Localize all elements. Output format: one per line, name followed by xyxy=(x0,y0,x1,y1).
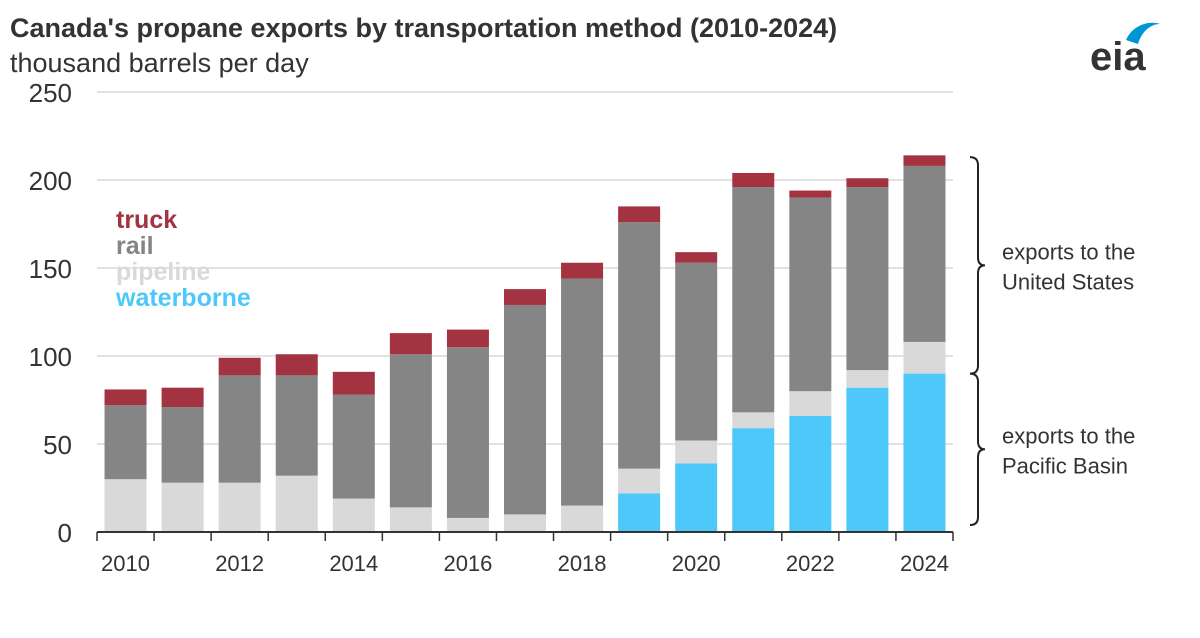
annotation-bracket xyxy=(969,156,986,375)
legend-truck: truck xyxy=(116,206,177,234)
bar-truck xyxy=(275,354,318,376)
annotation-label-line2: Pacific Basin xyxy=(1002,453,1128,478)
bar-waterborne xyxy=(675,463,718,532)
x-tick-label: 2020 xyxy=(672,551,721,576)
bar-rail xyxy=(104,405,147,480)
bar-truck xyxy=(846,178,889,188)
legend-rail: rail xyxy=(116,232,154,260)
bar-pipeline xyxy=(846,370,889,388)
bar-pipeline xyxy=(275,475,318,532)
x-tick-label: 2024 xyxy=(900,551,949,576)
bar-rail xyxy=(332,394,375,499)
bar-waterborne xyxy=(789,415,832,532)
bar-truck xyxy=(332,371,375,395)
bar-pipeline xyxy=(389,507,432,532)
annotation-label-line2: United States xyxy=(1002,269,1134,294)
bar-rail xyxy=(504,304,546,515)
bar-pipeline xyxy=(732,412,775,429)
bar-rail xyxy=(846,187,889,371)
bar-rail xyxy=(275,375,318,476)
bar-waterborne xyxy=(903,373,946,532)
bar-truck xyxy=(389,333,432,355)
y-axis-ticks: 0 50 100 150 200 250 xyxy=(29,78,72,548)
bar-pipeline xyxy=(446,517,489,532)
logo-text: eia xyxy=(1090,35,1146,76)
bar-truck xyxy=(161,387,204,408)
bar-pipeline xyxy=(618,468,661,494)
bar-pipeline xyxy=(161,482,204,532)
bar-waterborne xyxy=(618,493,661,532)
legend-waterborne: waterborne xyxy=(115,284,251,312)
bar-rail xyxy=(218,375,261,483)
bar-rail xyxy=(618,222,661,469)
y-tick-label: 150 xyxy=(29,254,72,284)
annotation-label-line1: exports to the xyxy=(1002,239,1135,264)
bar-truck xyxy=(675,252,718,263)
y-tick-label: 0 xyxy=(58,518,72,548)
y-tick-label: 250 xyxy=(29,78,72,108)
bar-pipeline xyxy=(104,479,147,532)
y-tick-label: 100 xyxy=(29,342,72,372)
bar-truck xyxy=(561,262,604,279)
bar-truck xyxy=(218,357,261,376)
bar-pipeline xyxy=(561,505,604,532)
bars xyxy=(104,155,946,532)
bar-rail xyxy=(446,347,489,518)
bar-pipeline xyxy=(789,391,832,416)
y-tick-label: 200 xyxy=(29,166,72,196)
bar-truck xyxy=(903,155,946,166)
x-tick-label: 2010 xyxy=(101,551,150,576)
bar-rail xyxy=(903,165,946,342)
x-tick-label: 2022 xyxy=(786,551,835,576)
annotation-bracket xyxy=(969,372,986,526)
bar-rail xyxy=(732,187,775,413)
x-tick-label: 2014 xyxy=(329,551,378,576)
bar-truck xyxy=(446,329,489,348)
chart-subtitle: thousand barrels per day xyxy=(10,48,309,78)
bar-truck xyxy=(504,289,546,305)
bar-truck xyxy=(732,172,775,188)
bar-rail xyxy=(389,354,432,508)
bar-pipeline xyxy=(332,498,375,532)
bar-rail xyxy=(161,407,204,483)
x-axis-ticks: 2010 2012 2014 2016 2018 2020 2022 2024 xyxy=(96,532,954,576)
bar-pipeline xyxy=(675,440,718,464)
y-tick-label: 50 xyxy=(43,430,72,460)
bar-rail xyxy=(789,197,832,392)
x-tick-label: 2012 xyxy=(215,551,264,576)
bar-rail xyxy=(675,262,718,441)
bar-waterborne xyxy=(846,387,889,532)
bar-rail xyxy=(561,278,604,506)
logo-swoosh xyxy=(1126,22,1160,44)
x-tick-label: 2018 xyxy=(558,551,607,576)
bar-truck xyxy=(789,190,832,198)
chart-title: Canada's propane exports by transportati… xyxy=(10,13,838,43)
bar-pipeline xyxy=(504,514,546,532)
bar-pipeline xyxy=(903,341,946,374)
x-tick-label: 2016 xyxy=(443,551,492,576)
bar-truck xyxy=(104,389,147,406)
legend-pipeline: pipeline xyxy=(116,258,211,286)
annotation-label-line1: exports to the xyxy=(1002,423,1135,448)
bar-waterborne xyxy=(732,428,775,532)
annotations: exports to the United States exports to th… xyxy=(969,156,1135,526)
bar-pipeline xyxy=(218,482,261,532)
eia-logo-icon: eia xyxy=(1090,22,1160,76)
bar-truck xyxy=(618,206,661,223)
